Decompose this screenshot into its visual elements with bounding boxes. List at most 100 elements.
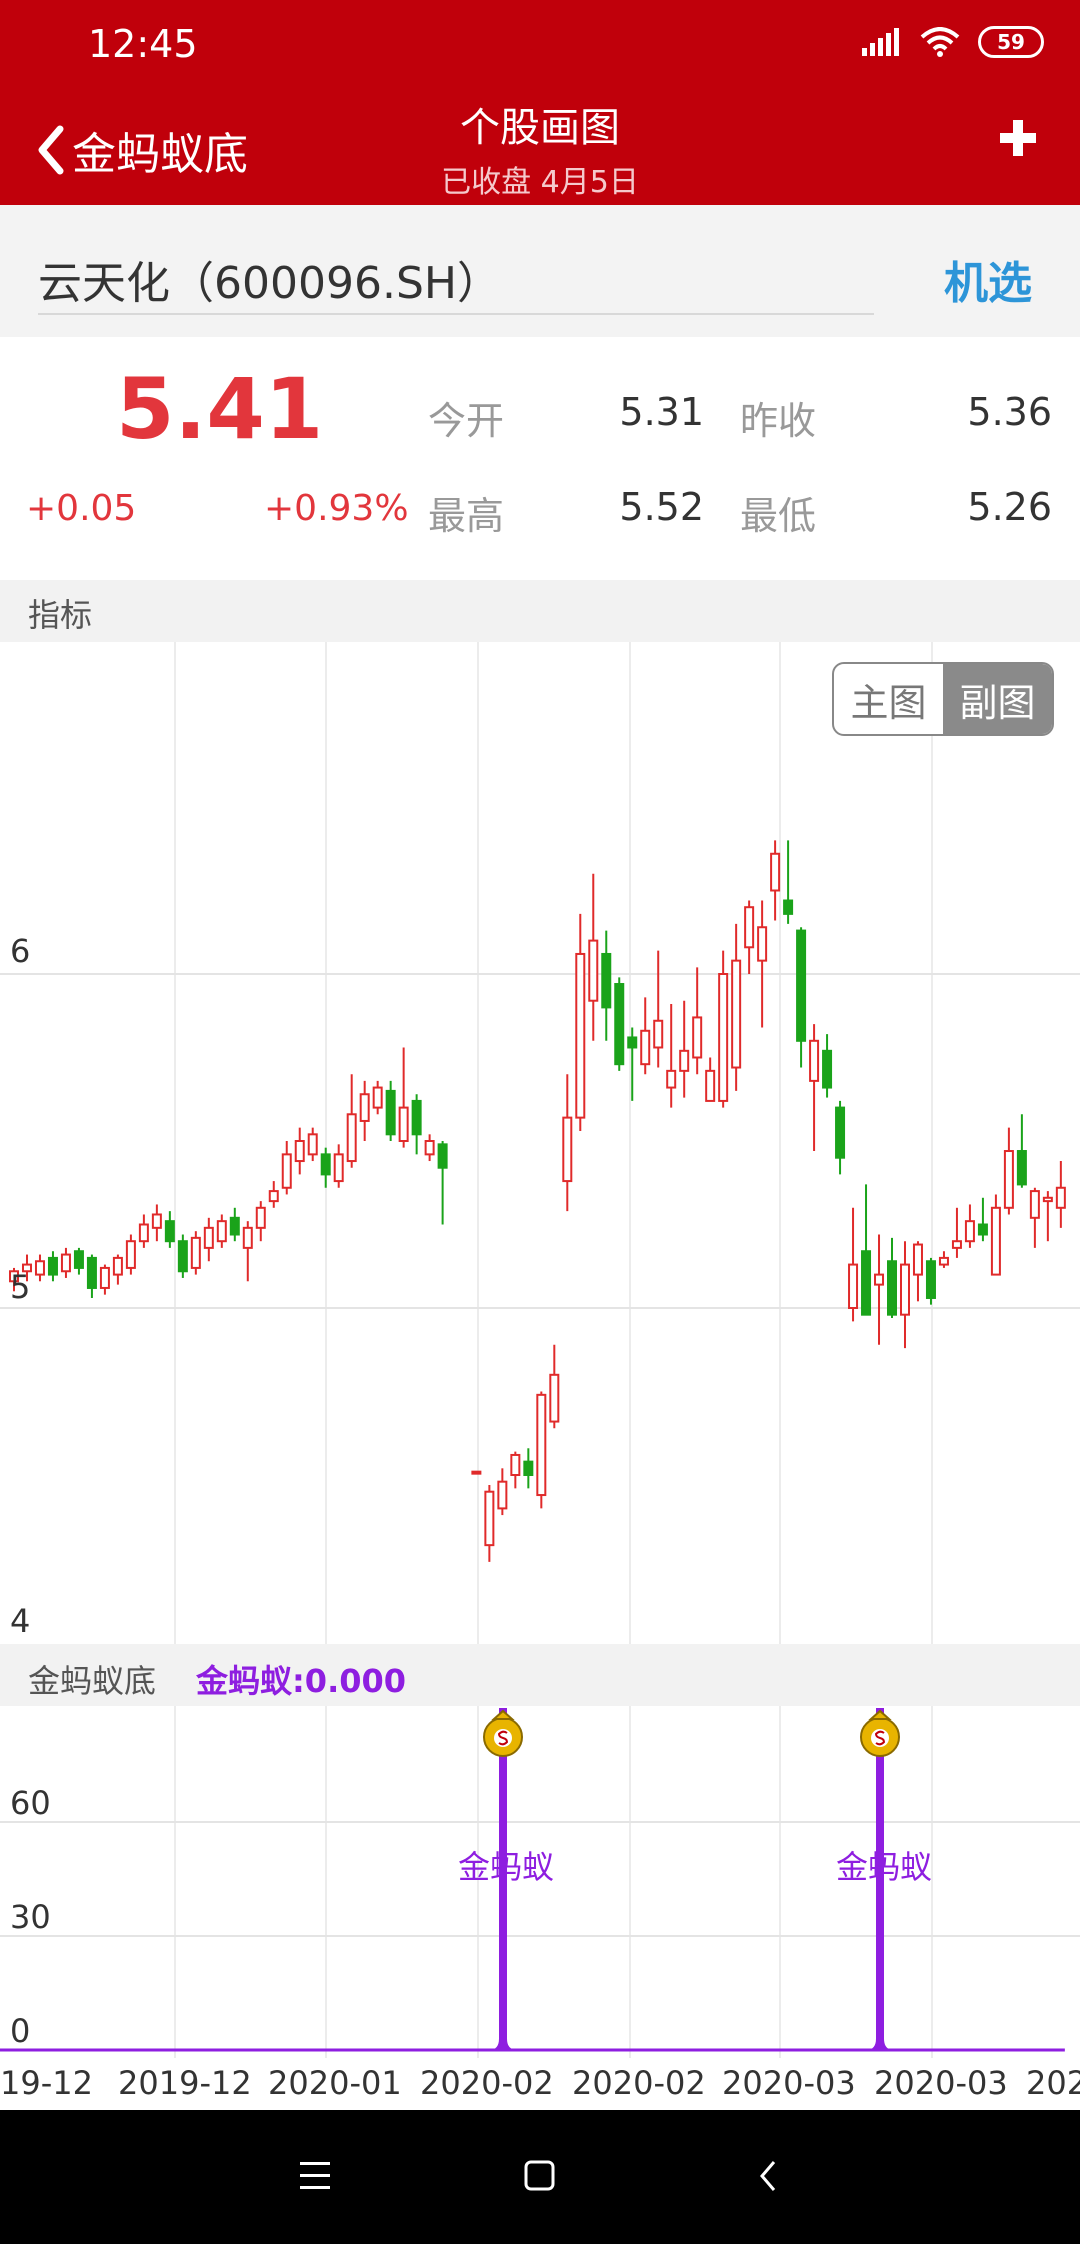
candle-body xyxy=(21,1263,32,1273)
x-tick-label: 2020-01 xyxy=(268,2064,402,2102)
candle-body xyxy=(951,1240,962,1249)
candle-body xyxy=(73,1250,84,1269)
candle-body xyxy=(938,1256,949,1266)
candle-body xyxy=(125,1240,136,1269)
candlestick-chart[interactable] xyxy=(0,642,1080,1644)
battery-icon: 59 xyxy=(978,26,1044,58)
candle-body xyxy=(294,1140,305,1163)
home-icon[interactable] xyxy=(522,2158,558,2194)
candle-body xyxy=(99,1266,110,1289)
sub-indicator-header: 金蚂蚁底 金蚂蚁:0.000 xyxy=(0,1644,1080,1706)
candle-body xyxy=(731,959,742,1069)
candle-body xyxy=(536,1393,547,1497)
menu-icon[interactable] xyxy=(296,2158,336,2194)
candle-body xyxy=(601,952,612,1009)
candle-body xyxy=(1016,1150,1027,1186)
candle-body xyxy=(86,1256,97,1289)
candle-body xyxy=(990,1206,1001,1276)
stock-selector: 云天化（600096.SH） 机选 xyxy=(0,205,1080,337)
candle-body xyxy=(229,1216,240,1236)
candle-body xyxy=(9,1270,19,1283)
candle-body xyxy=(471,1470,482,1475)
header-bar: 12:45 59 金蚂蚁底 个股画图 已收盘 4月5日 xyxy=(0,0,1080,205)
candle-body xyxy=(861,1250,872,1316)
indicator-section-header: 指标 xyxy=(0,580,1080,642)
candle-body xyxy=(757,926,768,962)
candle-body xyxy=(835,1106,846,1159)
candle-body xyxy=(47,1256,58,1276)
sub-y-label-0: 0 xyxy=(10,2012,31,2050)
prev-close-label: 昨收 xyxy=(740,399,817,443)
signal-spike-base xyxy=(866,2038,894,2050)
candle-body xyxy=(138,1223,149,1243)
signal-label: 金蚂蚁 xyxy=(836,1848,933,1886)
tab-sub-chart[interactable]: 副图 xyxy=(943,664,1052,734)
pick-button[interactable]: 机选 xyxy=(944,258,1032,309)
candle-body xyxy=(523,1460,534,1477)
candle-body xyxy=(770,852,781,892)
money-bag-icon xyxy=(860,1709,900,1757)
candle-body xyxy=(359,1093,370,1122)
candle-body xyxy=(242,1226,253,1249)
chart-toggle: 主图 副图 xyxy=(832,662,1054,736)
back-button[interactable]: 金蚂蚁底 xyxy=(36,118,248,182)
candle-body xyxy=(268,1190,279,1203)
status-time: 12:45 xyxy=(88,22,198,66)
candle-body xyxy=(1003,1150,1014,1209)
page-title: 个股画图 xyxy=(460,105,620,151)
price-change-pct: +0.93% xyxy=(264,488,409,529)
stock-name-input[interactable]: 云天化（600096.SH） xyxy=(38,258,501,309)
candle-body xyxy=(874,1273,885,1286)
price-change: +0.05 xyxy=(26,488,137,529)
candle-body xyxy=(666,1069,677,1089)
candle-body xyxy=(679,1049,690,1072)
candle-body xyxy=(346,1113,357,1163)
candle-body xyxy=(899,1263,910,1316)
candle-body xyxy=(307,1133,318,1156)
tab-main-chart[interactable]: 主图 xyxy=(850,680,927,725)
candle-body xyxy=(497,1480,508,1510)
candle-body xyxy=(796,929,807,1042)
candle-body xyxy=(510,1453,521,1477)
current-price: 5.41 xyxy=(116,360,324,458)
signal-spike xyxy=(499,1708,507,2050)
signal-chart[interactable] xyxy=(0,1706,1080,2058)
signal-spike-base xyxy=(489,2038,517,2050)
x-tick-label: 2020-03 xyxy=(722,2064,856,2102)
candle-body xyxy=(912,1243,923,1276)
candle-body xyxy=(1042,1196,1053,1203)
candle-body xyxy=(411,1099,422,1136)
open-value: 5.31 xyxy=(619,390,704,434)
candle-body xyxy=(977,1223,988,1236)
candle-body xyxy=(744,906,755,949)
candle-body xyxy=(190,1236,201,1269)
signal-icon xyxy=(862,28,899,56)
back-nav-icon[interactable] xyxy=(754,2158,784,2194)
candle-body xyxy=(372,1086,383,1109)
x-tick-label: 19-12 xyxy=(0,2064,93,2102)
candle-body xyxy=(705,1069,716,1102)
candle-body xyxy=(151,1213,162,1229)
signal-label: 金蚂蚁 xyxy=(458,1848,555,1886)
x-tick-label: 2020-03 xyxy=(874,2064,1008,2102)
candle-body xyxy=(549,1373,560,1423)
prev-close-value: 5.36 xyxy=(967,390,1052,434)
market-status: 已收盘 4月5日 xyxy=(441,165,639,200)
candle-body xyxy=(822,1049,833,1089)
add-button[interactable] xyxy=(998,118,1038,158)
sub-y-label-60: 60 xyxy=(10,1784,51,1822)
candle-body xyxy=(588,939,599,1002)
low-label: 最低 xyxy=(740,494,817,538)
candle-body xyxy=(255,1206,266,1229)
input-underline xyxy=(38,313,874,315)
money-bag-icon xyxy=(483,1709,523,1757)
wifi-icon xyxy=(920,27,960,57)
x-tick-label: 202 xyxy=(1026,2064,1080,2102)
candle-body xyxy=(398,1106,409,1143)
candle-body xyxy=(809,1039,820,1082)
sub-y-label-30: 30 xyxy=(10,1898,51,1936)
back-label: 金蚂蚁底 xyxy=(72,129,248,180)
open-label: 今开 xyxy=(428,399,505,443)
low-value: 5.26 xyxy=(967,485,1052,529)
candle-body xyxy=(424,1140,435,1156)
